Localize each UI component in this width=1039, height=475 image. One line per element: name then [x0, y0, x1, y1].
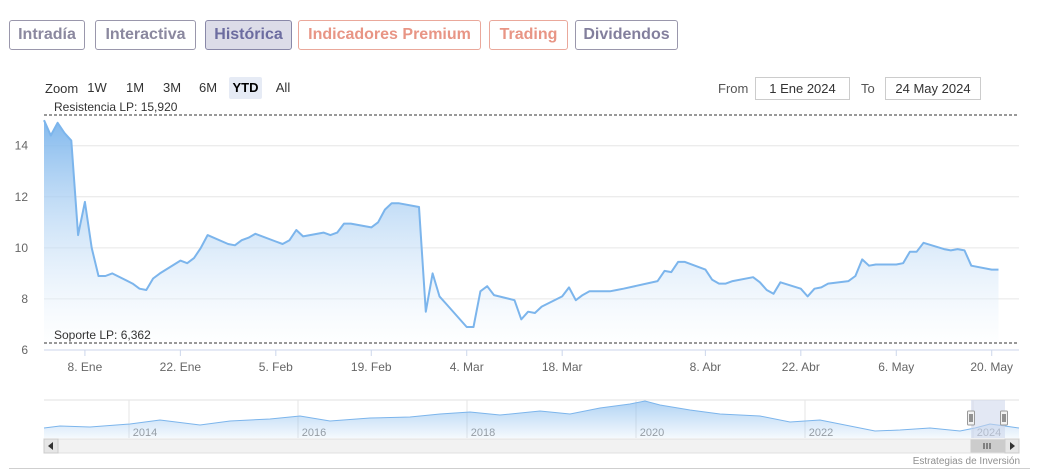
support-label: Soporte LP: 6,362: [54, 328, 151, 342]
scrollbar-track[interactable]: [43, 438, 1020, 454]
resistance-label: Resistencia LP: 15,920: [54, 100, 178, 114]
x-tick-label: 8. Ene: [68, 360, 103, 374]
navigator-line: [43, 400, 1020, 432]
tab-indicadores-premium[interactable]: Indicadores Premium: [298, 20, 481, 50]
credit-text: Estrategias de Inversión: [912, 456, 1020, 467]
x-tick-label: 4. Mar: [450, 360, 484, 374]
zoom-1m-button[interactable]: 1M: [125, 80, 145, 95]
navigator-selection: [971, 400, 1005, 438]
from-label: From: [718, 81, 749, 96]
x-tick-label: 8. Abr: [690, 360, 721, 374]
navigator-area: [44, 401, 1019, 438]
from-date-input[interactable]: 1 Ene 2024: [755, 77, 850, 100]
navigator-right-handle[interactable]: [1000, 410, 1008, 426]
price-line: [43, 119, 999, 328]
x-tick-label: 20. May: [970, 360, 1013, 374]
price-area: [44, 120, 999, 350]
y-tick-label: 10: [15, 241, 29, 255]
tab-historica[interactable]: Histórica: [205, 20, 292, 50]
zoom-all-button[interactable]: All: [275, 80, 291, 95]
zoom-ytd-button[interactable]: YTD: [229, 77, 262, 99]
x-tick-label: 18. Mar: [542, 360, 583, 374]
y-tick-label: 6: [21, 343, 28, 357]
x-tick-label: 22. Abr: [782, 360, 820, 374]
tab-trading[interactable]: Trading: [489, 20, 568, 50]
tab-intradia[interactable]: Intradía: [9, 20, 85, 50]
chevron-left-icon: [48, 442, 53, 450]
zoom-6m-button[interactable]: 6M: [198, 80, 218, 95]
x-tick-label: 19. Feb: [351, 360, 392, 374]
chevron-right-icon: [1010, 442, 1015, 450]
to-label: To: [861, 81, 875, 96]
zoom-1w-button[interactable]: 1W: [87, 80, 107, 95]
zoom-label: Zoom: [45, 81, 79, 96]
x-tick-label: 6. May: [878, 360, 914, 374]
bottom-divider: [9, 468, 1030, 469]
tab-interactiva[interactable]: Interactiva: [95, 20, 196, 50]
tab-dividendos[interactable]: Dividendos: [575, 20, 678, 50]
x-tick-label: 5. Feb: [259, 360, 293, 374]
to-date-input[interactable]: 24 May 2024: [885, 77, 981, 100]
y-tick-label: 14: [15, 139, 29, 153]
y-tick-label: 12: [15, 190, 29, 204]
navigator-left-handle[interactable]: [967, 410, 975, 426]
y-tick-label: 8: [21, 292, 28, 306]
zoom-3m-button[interactable]: 3M: [162, 80, 182, 95]
x-tick-label: 22. Ene: [160, 360, 202, 374]
